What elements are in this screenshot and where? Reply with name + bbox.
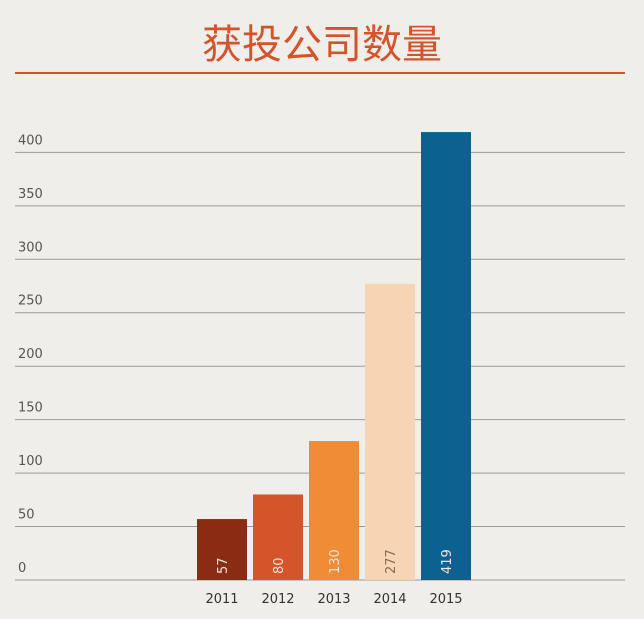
y-tick-label: 0 [18, 561, 26, 576]
value-label: 57 [216, 557, 231, 574]
y-tick-label: 200 [18, 347, 43, 362]
value-label: 80 [272, 557, 287, 574]
x-tick-label: 2015 [429, 592, 462, 607]
x-tick-label: 2012 [261, 592, 294, 607]
y-tick-label: 250 [18, 294, 43, 309]
y-tick-label: 100 [18, 454, 43, 469]
bar [421, 132, 471, 581]
value-label: 419 [440, 549, 455, 574]
y-tick-label: 300 [18, 240, 43, 255]
bar [253, 494, 303, 580]
bar [309, 441, 359, 580]
y-tick-label: 400 [18, 133, 43, 148]
x-tick-label: 2013 [317, 592, 350, 607]
bar [197, 519, 247, 580]
y-tick-label: 50 [18, 508, 35, 523]
y-tick-label: 150 [18, 401, 43, 416]
x-tick-label: 2011 [205, 592, 238, 607]
chart-title: 获投公司数量 [202, 22, 442, 68]
bar [365, 283, 415, 580]
y-tick-label: 350 [18, 187, 43, 202]
value-label: 277 [384, 549, 399, 574]
value-label: 130 [328, 549, 343, 574]
x-tick-label: 2014 [373, 592, 406, 607]
